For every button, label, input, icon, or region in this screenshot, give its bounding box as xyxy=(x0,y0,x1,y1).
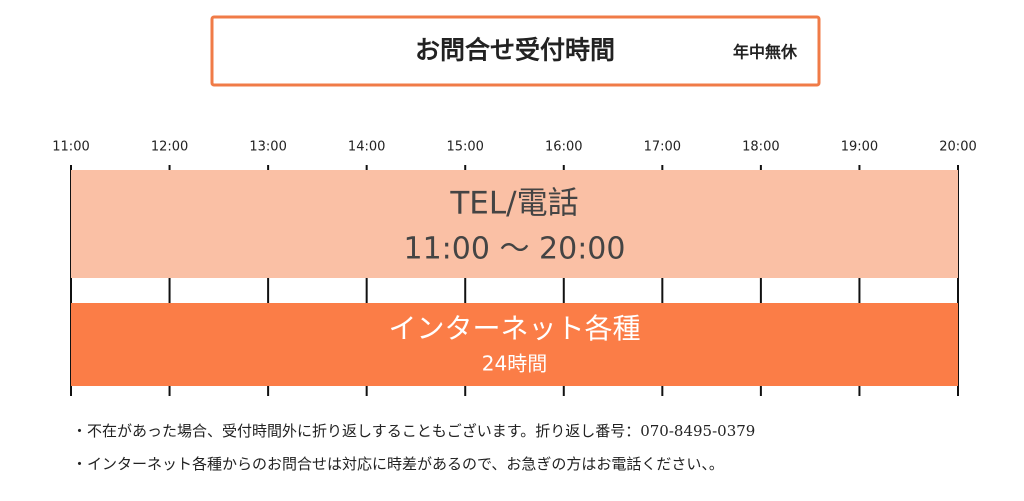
time-label: 19:00 xyxy=(841,140,878,155)
time-label: 11:00 xyxy=(52,140,89,155)
time-label: 13:00 xyxy=(249,140,286,155)
row-hours: 11:00 〜 20:00 xyxy=(404,232,626,267)
timeline: 11:00 12:00 13:00 14:00 15:00 16:00 17:00 18:00… xyxy=(52,140,977,396)
time-label: 16:00 xyxy=(545,140,582,155)
header-note: 年中無休 xyxy=(733,43,798,62)
time-label: 15:00 xyxy=(446,140,483,155)
time-label: 17:00 xyxy=(644,140,681,155)
time-label: 14:00 xyxy=(348,140,385,155)
time-label: 12:00 xyxy=(151,140,188,155)
row-label: TEL/電話 xyxy=(449,186,578,222)
note: ・不在があった場合、受付時間外に折り返しすることもございます。折り返し番号：07… xyxy=(72,422,755,440)
time-label: 18:00 xyxy=(742,140,779,155)
header-box xyxy=(210,15,821,87)
bar-tel xyxy=(71,170,958,278)
row-label: インターネット各種 xyxy=(388,312,640,345)
note: ・インターネット各種からのお問合せは対応に時差があるので、お急ぎの方はお電話くだ… xyxy=(72,455,724,473)
time-label: 20:00 xyxy=(939,140,976,155)
row-hours: 24時間 xyxy=(482,352,547,376)
header-title: お問合せ受付時間 xyxy=(415,36,615,65)
bar-internet xyxy=(71,303,958,386)
